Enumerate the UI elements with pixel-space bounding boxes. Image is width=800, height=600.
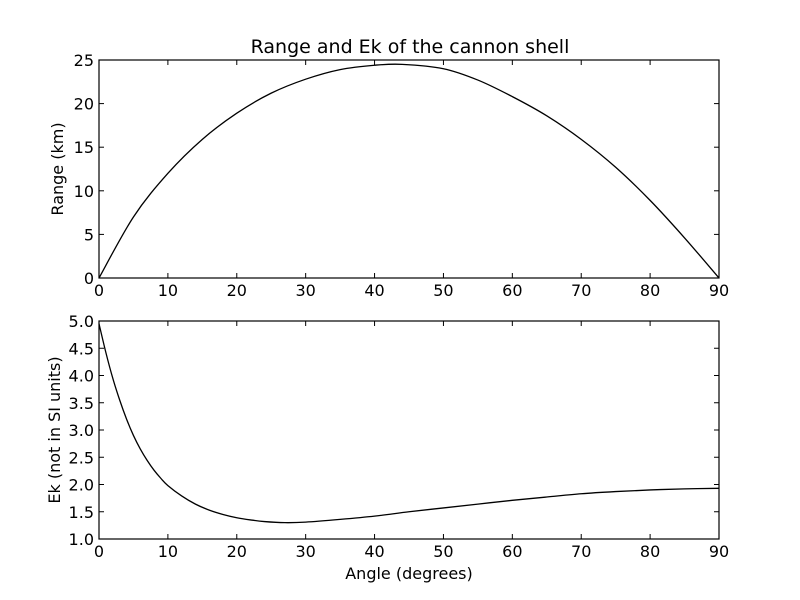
ek-x-tick-label: 90 — [709, 542, 729, 561]
range-y-axis-label: Range (km) — [48, 122, 67, 215]
ek-y-tick-label: 2.5 — [69, 448, 94, 467]
ek-x-tick-label: 20 — [227, 542, 247, 561]
ek-series — [98, 323, 720, 524]
ek-y-axis-label: Ek (not in SI units) — [45, 356, 64, 503]
range-subplot: Range and Ek of the cannon shell Range (… — [48, 36, 729, 300]
range-y-ticks: 0 5 10 15 20 25 — [74, 51, 719, 288]
range-y-tick-label: 10 — [74, 182, 94, 201]
range-curve — [98, 63, 720, 279]
ek-y-tick-label: 5.0 — [69, 312, 94, 331]
range-x-tick-label: 40 — [364, 281, 384, 300]
ek-x-ticks: 0 10 20 30 40 50 60 70 80 90 — [94, 321, 729, 561]
range-y-tick-label: 25 — [74, 51, 94, 70]
ek-x-tick-label: 0 — [94, 542, 104, 561]
ek-x-tick-label: 40 — [364, 542, 384, 561]
ek-x-tick-label: 80 — [640, 542, 660, 561]
ek-y-tick-label: 1.0 — [69, 530, 94, 549]
range-series — [98, 63, 720, 279]
ek-y-tick-label: 1.5 — [69, 503, 94, 522]
range-x-tick-label: 10 — [158, 281, 178, 300]
range-x-tick-label: 0 — [94, 281, 104, 300]
ek-x-tick-label: 50 — [433, 542, 453, 561]
range-x-tick-label: 70 — [571, 281, 591, 300]
range-y-tick-label: 15 — [74, 138, 94, 157]
range-x-tick-label: 90 — [709, 281, 729, 300]
ek-curve — [98, 323, 720, 524]
range-x-tick-label: 60 — [502, 281, 522, 300]
range-y-tick-label: 20 — [74, 95, 94, 114]
ek-x-tick-label: 70 — [571, 542, 591, 561]
ek-x-tick-label: 10 — [158, 542, 178, 561]
ek-x-tick-label: 60 — [502, 542, 522, 561]
ek-y-tick-label: 4.0 — [69, 367, 94, 386]
ek-y-ticks: 1.0 1.5 2.0 2.5 3.0 3.5 4.0 4.5 5.0 — [69, 312, 719, 549]
ek-y-tick-label: 3.5 — [69, 394, 94, 413]
x-axis-label: Angle (degrees) — [345, 564, 473, 583]
range-x-tick-label: 50 — [433, 281, 453, 300]
chart-title: Range and Ek of the cannon shell — [251, 36, 570, 58]
ek-y-tick-label: 3.0 — [69, 421, 94, 440]
range-x-tick-label: 20 — [227, 281, 247, 300]
ek-y-tick-label: 4.5 — [69, 339, 94, 358]
ek-y-tick-label: 2.0 — [69, 476, 94, 495]
range-x-ticks: 0 10 20 30 40 50 60 70 80 90 — [94, 60, 729, 300]
ek-subplot: Ek (not in SI units) Angle (degrees) 0 10… — [45, 312, 729, 583]
range-y-tick-label: 5 — [84, 225, 94, 244]
range-x-tick-label: 80 — [640, 281, 660, 300]
range-y-tick-label: 0 — [84, 269, 94, 288]
range-plot-frame — [98, 59, 720, 279]
range-x-tick-label: 30 — [295, 281, 315, 300]
ek-x-tick-label: 30 — [295, 542, 315, 561]
